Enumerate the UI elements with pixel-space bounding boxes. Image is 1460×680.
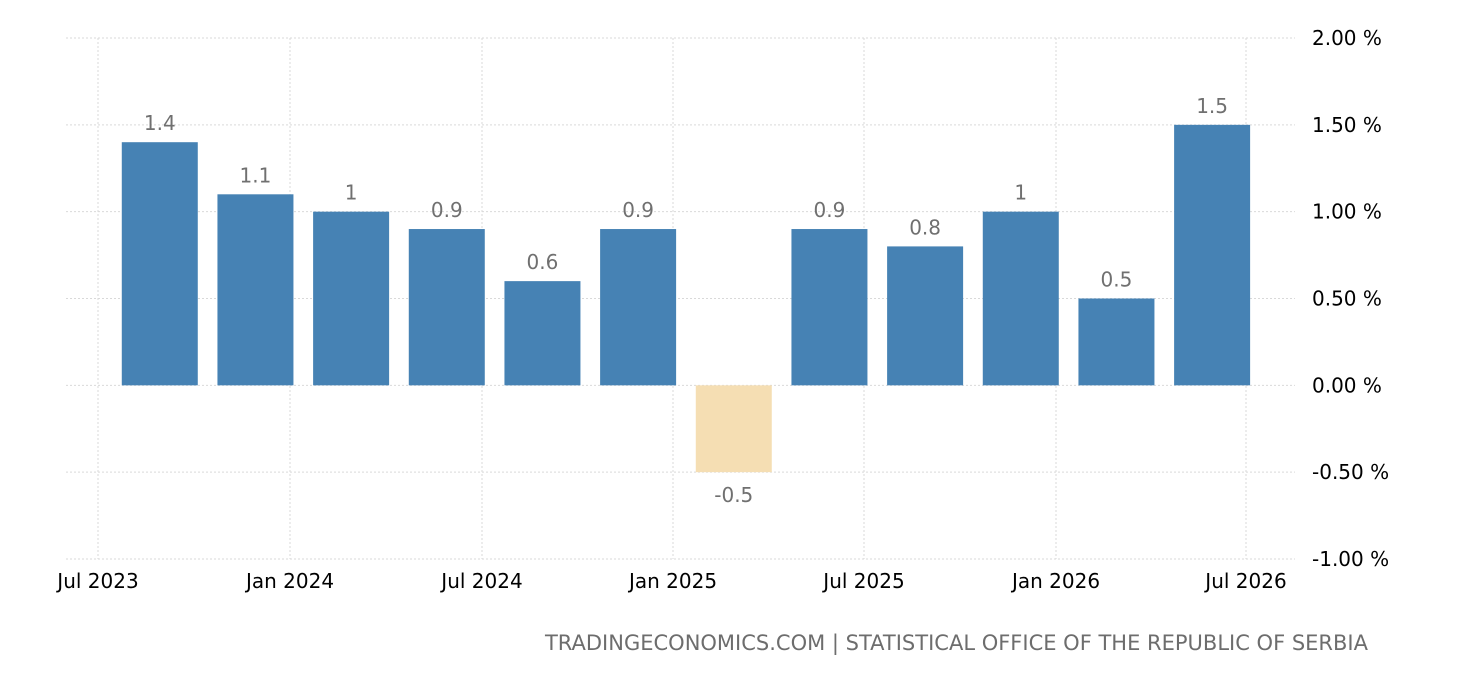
x-tick-label: Jan 2025 (627, 569, 717, 593)
data-label: 0.9 (622, 198, 654, 222)
y-tick-label: 1.50 % (1312, 113, 1382, 137)
bar (600, 229, 677, 386)
bar (887, 246, 964, 386)
bars (121, 124, 1251, 473)
y-tick-label: 0.00 % (1312, 373, 1382, 397)
x-tick-label: Jul 2026 (1203, 569, 1286, 593)
bar (982, 211, 1059, 386)
bar (217, 194, 294, 386)
bar (313, 211, 390, 386)
bar (695, 385, 772, 473)
data-label: 0.9 (431, 198, 463, 222)
y-axis-ticks: 2.00 % 1.50 % 1.00 % 0.50 % 0.00 % -0.50 % -1.… (1312, 26, 1389, 571)
x-tick-label: Jan 2024 (244, 569, 334, 593)
bar (504, 281, 581, 386)
x-tick-label: Jul 2023 (55, 569, 138, 593)
x-tick-label: Jan 2026 (1010, 569, 1100, 593)
source-footer: TRADINGECONOMICS.COM | STATISTICAL OFFIC… (544, 631, 1369, 656)
data-label: 0.8 (909, 215, 941, 239)
data-label: -0.5 (714, 483, 753, 507)
data-labels: 1.4 1.1 1 0.9 0.6 0.9 -0.5 0.9 0.8 1 0.5 1.5 (144, 94, 1228, 507)
bar (121, 142, 198, 386)
bar (1174, 124, 1251, 386)
x-axis-ticks: Jul 2023 Jan 2024 Jul 2024 Jan 2025 Jul 2025… (55, 569, 1286, 593)
x-tick-label: Jul 2025 (821, 569, 904, 593)
data-label: 0.9 (814, 198, 846, 222)
data-label: 1.4 (144, 111, 176, 135)
x-tick-label: Jul 2024 (439, 569, 522, 593)
bar (791, 229, 868, 386)
data-label: 0.5 (1101, 268, 1133, 292)
data-label: 1 (345, 181, 358, 205)
y-tick-label: -0.50 % (1312, 460, 1389, 484)
data-label: 1.5 (1196, 94, 1228, 118)
data-label: 0.6 (527, 250, 559, 274)
data-label: 1.1 (240, 163, 272, 187)
bar (408, 229, 485, 386)
y-tick-label: 0.50 % (1312, 287, 1382, 311)
y-tick-label: 2.00 % (1312, 26, 1382, 50)
bar (1078, 298, 1155, 386)
data-label: 1 (1014, 181, 1027, 205)
y-tick-label: -1.00 % (1312, 547, 1389, 571)
y-tick-label: 1.00 % (1312, 200, 1382, 224)
